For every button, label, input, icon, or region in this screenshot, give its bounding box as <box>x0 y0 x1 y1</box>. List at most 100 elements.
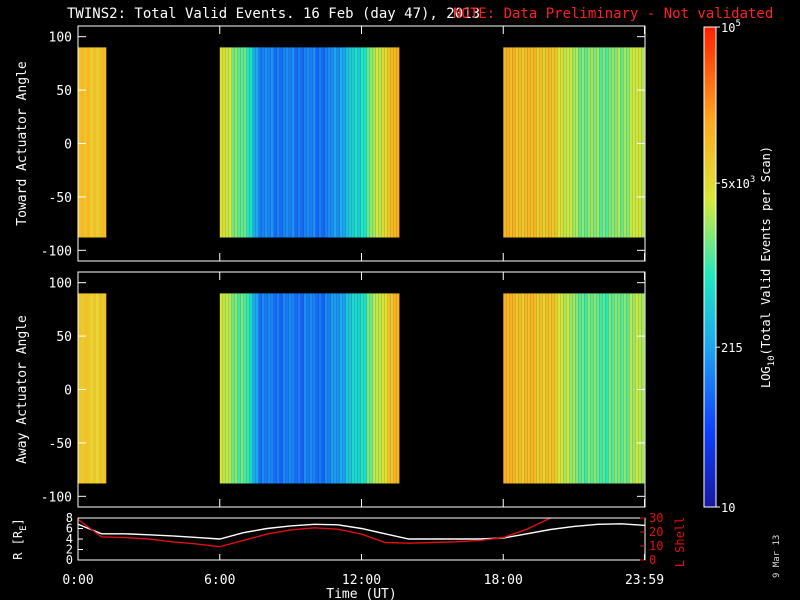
heatmap-column <box>530 47 534 238</box>
heatmap-column <box>512 293 516 484</box>
away-angle-panel: 100 50 0 -50 -100 Away Actuator Angle <box>15 271 646 508</box>
heatmap-column <box>515 293 519 484</box>
chart-title: TWINS2: Total Valid Events. 16 Feb (day … <box>67 6 481 22</box>
heatmap-column <box>318 293 322 484</box>
heatmap-column <box>381 293 385 484</box>
heatmap-column <box>339 293 343 484</box>
heatmap-column <box>641 293 645 484</box>
heatmap-column <box>524 293 528 484</box>
heatmap-column <box>252 293 256 484</box>
y-tick-label: 100 <box>49 31 72 46</box>
heatmap-column <box>620 47 624 238</box>
heatmap-column <box>264 293 268 484</box>
heatmap-column <box>378 293 382 484</box>
heatmap-column <box>563 293 567 484</box>
heatmap-column <box>222 47 226 238</box>
heatmap-column <box>360 293 364 484</box>
heatmap-column <box>560 47 564 238</box>
heatmap-column <box>234 293 238 484</box>
heatmap-column <box>608 293 612 484</box>
heatmap-column <box>300 47 304 238</box>
heatmap-column <box>366 47 370 238</box>
heatmap-column <box>509 293 513 484</box>
heatmap-column <box>273 47 277 238</box>
heatmap-column <box>635 293 639 484</box>
r-tick-label: 2 <box>66 543 73 557</box>
heatmap-column <box>294 293 298 484</box>
heatmap-column <box>90 293 93 484</box>
heatmap-column <box>342 47 346 238</box>
l-shell-line <box>78 518 553 548</box>
heatmap-column <box>575 47 579 238</box>
heatmap-column <box>258 47 262 238</box>
heatmap-column <box>521 293 525 484</box>
heatmap-column <box>551 293 555 484</box>
heatmap-column <box>237 293 241 484</box>
heatmap-column <box>285 47 289 238</box>
heatmap-column <box>270 47 274 238</box>
heatmap-column <box>321 47 325 238</box>
y-tick-label: -50 <box>49 191 72 206</box>
heatmap-column <box>285 293 289 484</box>
heatmap-column <box>87 47 90 238</box>
heatmap-column <box>560 293 564 484</box>
heatmap-column <box>542 47 546 238</box>
heatmap-column <box>249 47 253 238</box>
heatmap-column <box>297 293 301 484</box>
heatmap-column <box>96 293 99 484</box>
heatmap-column <box>629 47 633 238</box>
y-axis-label: Away Actuator Angle <box>15 315 30 464</box>
heatmap-column <box>396 293 400 484</box>
heatmap-column <box>243 47 247 238</box>
heatmap-column <box>228 47 232 238</box>
heatmap-column <box>342 293 346 484</box>
heatmap-column <box>333 47 337 238</box>
heatmap-column <box>578 293 582 484</box>
r-distance-line <box>78 523 645 540</box>
heatmap-column <box>372 293 376 484</box>
heatmap-column <box>503 47 507 238</box>
y-axis-label: Toward Actuator Angle <box>15 61 30 226</box>
heatmap-column <box>303 47 307 238</box>
preliminary-note: NOTE: Data Preliminary - Not validated <box>453 6 774 22</box>
heatmap-column <box>620 293 624 484</box>
heatmap-column <box>273 293 277 484</box>
heatmap-column <box>84 47 87 238</box>
heatmap-column <box>351 47 355 238</box>
heatmap-column <box>542 293 546 484</box>
heatmap-column <box>324 293 328 484</box>
heatmap-column <box>327 47 331 238</box>
heatmap-column <box>324 47 328 238</box>
heatmap-column <box>384 47 388 238</box>
heatmap-column <box>515 47 519 238</box>
heatmap-column <box>536 47 540 238</box>
heatmap-column <box>599 293 603 484</box>
heatmap-column <box>635 47 639 238</box>
heatmap-column <box>572 293 576 484</box>
heatmap-column <box>608 47 612 238</box>
heatmap-column <box>291 47 295 238</box>
heatmap-column <box>509 47 513 238</box>
heatmap-column <box>315 293 319 484</box>
heatmap-column <box>288 47 292 238</box>
heatmap-column <box>366 293 370 484</box>
heatmap-column <box>551 47 555 238</box>
heatmap-column <box>599 47 603 238</box>
r-tick-label: 8 <box>66 511 73 525</box>
heatmap-column <box>584 47 588 238</box>
heatmap-column <box>536 293 540 484</box>
heatmap-column <box>578 47 582 238</box>
heatmap-column <box>105 293 107 484</box>
bottom-panel-frame <box>77 517 646 561</box>
heatmap-column <box>375 293 379 484</box>
heatmap-column <box>354 47 358 238</box>
heatmap-column <box>333 293 337 484</box>
heatmap-column <box>563 47 567 238</box>
heatmap-column <box>593 293 597 484</box>
heatmap-column <box>78 293 81 484</box>
heatmap-column <box>611 293 615 484</box>
heatmap-column <box>327 293 331 484</box>
heatmap-column <box>261 293 265 484</box>
heatmap-column <box>572 47 576 238</box>
